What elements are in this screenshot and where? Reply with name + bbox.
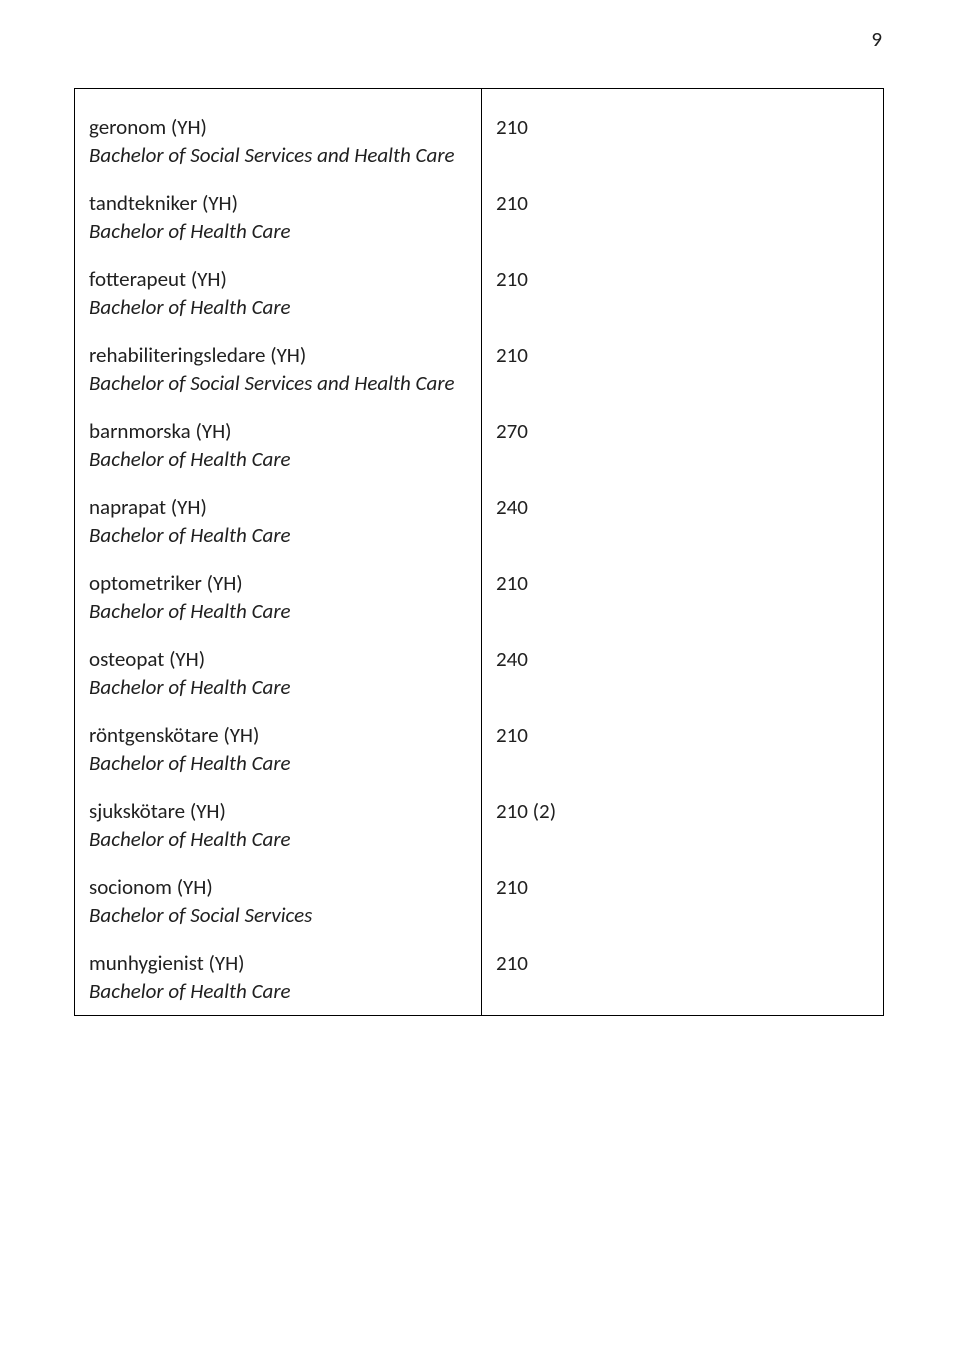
credits-cell: 210 (496, 949, 869, 1005)
credits-value: 210 (496, 113, 869, 141)
credits-value: 270 (496, 417, 869, 445)
table-row: tandtekniker (YH) Bachelor of Health Car… (89, 189, 467, 245)
page-number: 9 (871, 26, 882, 52)
degree-title: fotterapeut (YH) (89, 265, 467, 293)
degree-subtitle: Bachelor of Health Care (89, 445, 467, 473)
table-row: optometriker (YH) Bachelor of Health Car… (89, 569, 467, 625)
degree-title: barnmorska (YH) (89, 417, 467, 445)
table-row: osteopat (YH) Bachelor of Health Care (89, 645, 467, 701)
degree-subtitle: Bachelor of Health Care (89, 825, 467, 853)
credits-value: 210 (496, 721, 869, 749)
credits-cell: 210 (2) (496, 797, 869, 853)
credits-cell: 210 (496, 873, 869, 929)
degree-title: geronom (YH) (89, 113, 467, 141)
credits-cell: 270 (496, 417, 869, 473)
degree-title: rehabiliteringsledare (YH) (89, 341, 467, 369)
table-row: röntgenskötare (YH) Bachelor of Health C… (89, 721, 467, 777)
table-row: socionom (YH) Bachelor of Social Service… (89, 873, 467, 929)
table-row: fotterapeut (YH) Bachelor of Health Care (89, 265, 467, 321)
degree-subtitle: Bachelor of Health Care (89, 521, 467, 549)
credits-value: 210 (496, 341, 869, 369)
degree-title: naprapat (YH) (89, 493, 467, 521)
table-row: naprapat (YH) Bachelor of Health Care (89, 493, 467, 549)
degree-title: sjukskötare (YH) (89, 797, 467, 825)
degree-subtitle: Bachelor of Health Care (89, 597, 467, 625)
credits-cell: 210 (496, 569, 869, 625)
table-row: rehabiliteringsledare (YH) Bachelor of S… (89, 341, 467, 397)
table-row: geronom (YH) Bachelor of Social Services… (89, 113, 467, 169)
credits-value: 210 (496, 265, 869, 293)
credits-cell: 240 (496, 493, 869, 549)
credits-cell: 210 (496, 341, 869, 397)
degree-subtitle: Bachelor of Health Care (89, 293, 467, 321)
degree-table: geronom (YH) Bachelor of Social Services… (74, 88, 884, 1016)
degree-title: optometriker (YH) (89, 569, 467, 597)
credits-value: 210 (496, 873, 869, 901)
credits-cell: 210 (496, 265, 869, 321)
credits-cell: 210 (496, 113, 869, 169)
degree-subtitle: Bachelor of Health Care (89, 673, 467, 701)
credits-cell: 210 (496, 189, 869, 245)
credits-value: 240 (496, 645, 869, 673)
credits-value: 240 (496, 493, 869, 521)
degree-subtitle: Bachelor of Social Services and Health C… (89, 369, 467, 397)
credits-cell: 240 (496, 645, 869, 701)
degree-subtitle: Bachelor of Social Services (89, 901, 467, 929)
degree-subtitle: Bachelor of Health Care (89, 217, 467, 245)
degree-title: tandtekniker (YH) (89, 189, 467, 217)
table-row: sjukskötare (YH) Bachelor of Health Care (89, 797, 467, 853)
table-row: munhygienist (YH) Bachelor of Health Car… (89, 949, 467, 1005)
credits-value: 210 (496, 569, 869, 597)
degree-subtitle: Bachelor of Social Services and Health C… (89, 141, 467, 169)
degree-subtitle: Bachelor of Health Care (89, 749, 467, 777)
credits-column: 210 210 210 210 270 240 210 240 210 210 … (482, 89, 883, 1015)
degree-title: socionom (YH) (89, 873, 467, 901)
degree-subtitle: Bachelor of Health Care (89, 977, 467, 1005)
degree-column: geronom (YH) Bachelor of Social Services… (75, 89, 482, 1015)
degree-title: osteopat (YH) (89, 645, 467, 673)
degree-title: munhygienist (YH) (89, 949, 467, 977)
degree-title: röntgenskötare (YH) (89, 721, 467, 749)
credits-value: 210 (496, 189, 869, 217)
table-row: barnmorska (YH) Bachelor of Health Care (89, 417, 467, 473)
credits-value: 210 (496, 949, 869, 977)
credits-cell: 210 (496, 721, 869, 777)
credits-value: 210 (2) (496, 797, 869, 825)
